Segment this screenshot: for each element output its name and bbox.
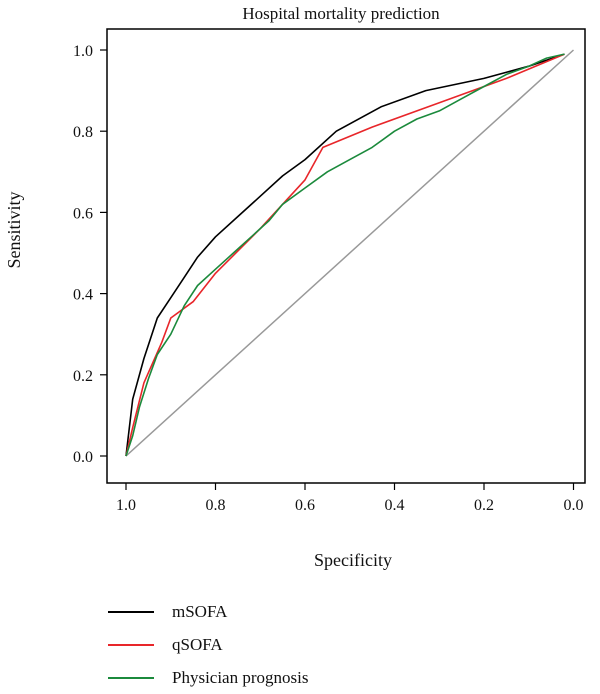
x-axis-label: Specificity xyxy=(314,550,392,570)
y-tick-label: 0.8 xyxy=(73,124,93,141)
legend-item: qSOFA xyxy=(108,628,528,661)
reference-diagonal xyxy=(125,49,575,457)
x-tick-label: 0.4 xyxy=(385,497,405,514)
legend-label: qSOFA xyxy=(172,634,223,654)
x-tick-label: 1.0 xyxy=(116,497,136,514)
y-tick-label: 1.0 xyxy=(73,43,93,60)
plot-frame xyxy=(106,28,586,484)
series-line-msofa xyxy=(125,53,565,457)
legend-swatch xyxy=(108,610,154,613)
y-axis-label: Sensitivity xyxy=(4,191,24,268)
legend-label: mSOFA xyxy=(172,601,228,621)
x-tick-label: 0.6 xyxy=(295,497,315,514)
legend-item: mSOFA xyxy=(108,595,528,628)
legend: mSOFA qSOFA Physician prognosis xyxy=(108,595,528,694)
y-tick-label: 0.0 xyxy=(73,449,93,466)
x-tick-label: 0.0 xyxy=(564,497,584,514)
series-layer xyxy=(125,53,565,457)
x-tick-label: 0.8 xyxy=(206,497,226,514)
legend-item: Physician prognosis xyxy=(108,661,528,694)
series-line-qsofa xyxy=(125,53,565,457)
y-axis: 0.0 0.2 0.4 0.6 0.8 1.0 xyxy=(73,43,107,466)
chart-title: Hospital mortality prediction xyxy=(242,4,440,23)
y-tick-label: 0.2 xyxy=(73,368,93,385)
legend-swatch xyxy=(108,676,154,679)
legend-label: Physician prognosis xyxy=(172,667,309,687)
series-line-physician-prognosis xyxy=(125,53,565,457)
y-tick-label: 0.6 xyxy=(73,205,93,222)
reference-diagonal-layer xyxy=(125,49,575,457)
x-tick-label: 0.2 xyxy=(474,497,494,514)
x-axis: 1.0 0.8 0.6 0.4 0.2 0.0 xyxy=(116,483,584,514)
legend-swatch xyxy=(108,643,154,646)
y-tick-label: 0.4 xyxy=(73,287,93,304)
